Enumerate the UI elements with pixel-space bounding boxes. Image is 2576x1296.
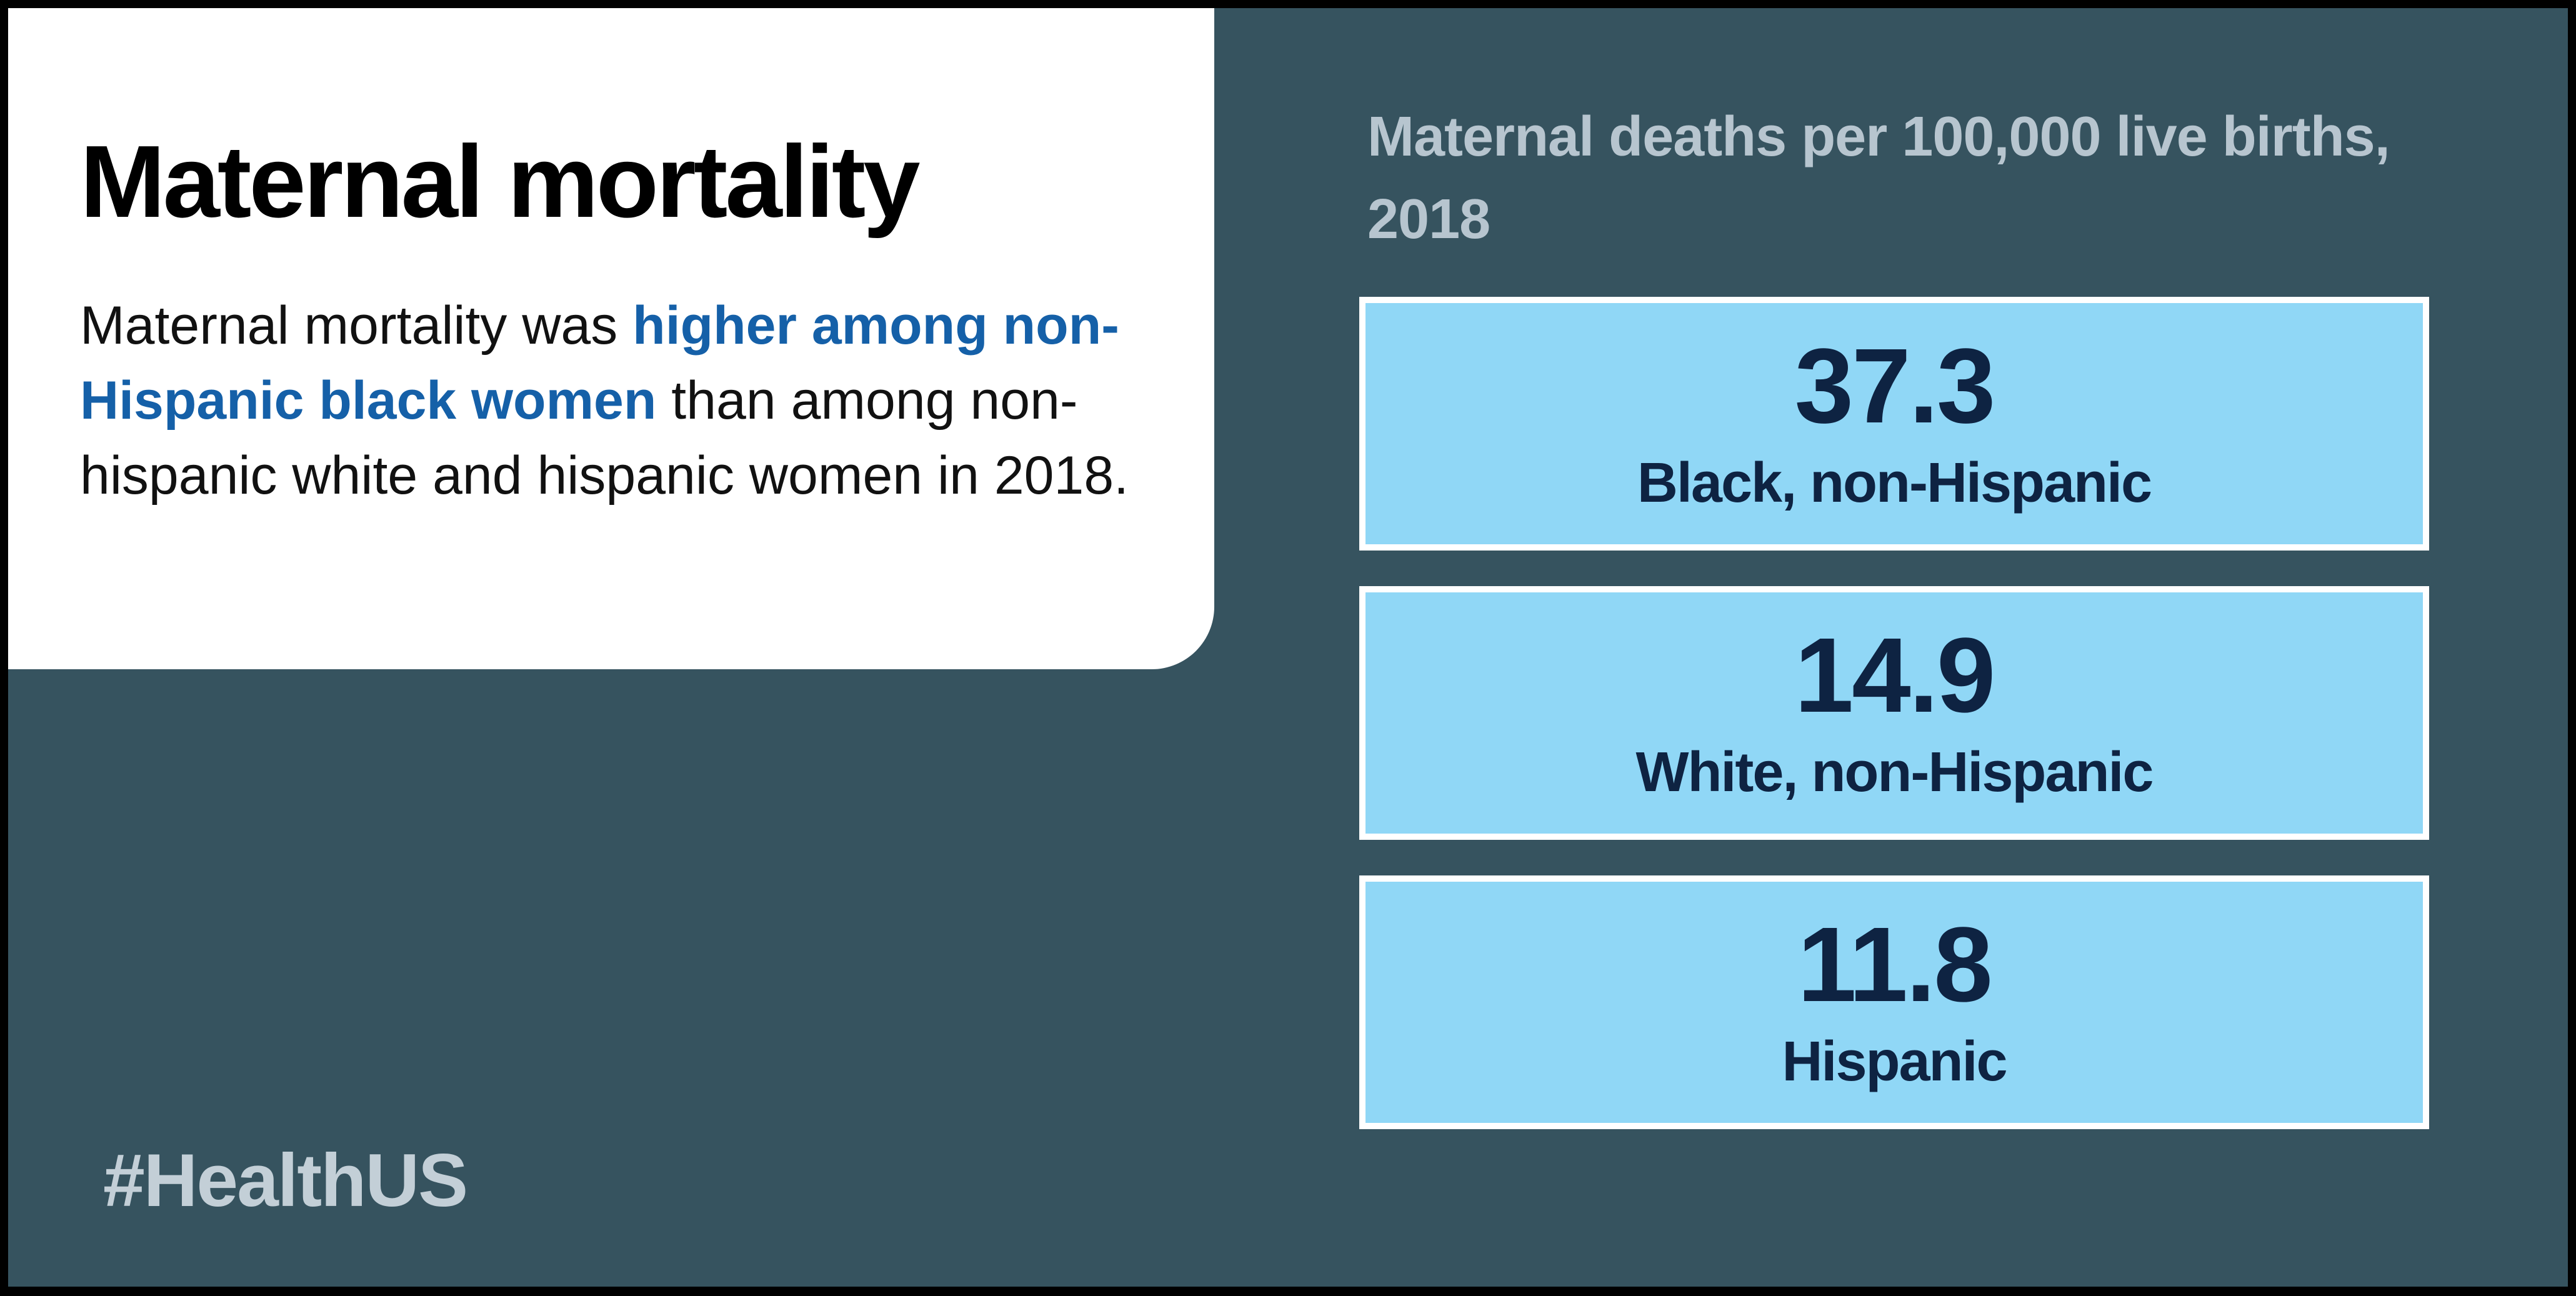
- stats-heading: Maternal deaths per 100,000 live births,…: [1367, 106, 2390, 251]
- stat-value: 11.8: [1797, 905, 1993, 1024]
- stat-box-white-non-hispanic: 14.9 White, non-Hispanic: [1359, 586, 2429, 840]
- intro-text-end: than among non-hispanic white and hispan…: [80, 371, 1129, 506]
- stat-label: White, non-Hispanic: [1635, 741, 2154, 804]
- intro-card: Maternal mortality Maternal mortality wa…: [8, 8, 1214, 669]
- intro-text-highlight: higher among non-Hispanic black women: [80, 296, 1119, 431]
- stat-box-black-non-hispanic: 37.3 Black, non-Hispanic: [1359, 297, 2429, 551]
- intro-text-start: Maternal mortality was: [80, 296, 633, 356]
- page-title: Maternal mortality: [80, 124, 921, 239]
- stat-value: 37.3: [1794, 327, 1996, 446]
- hashtag: #HealthUS: [103, 1139, 468, 1222]
- stat-label: Hispanic: [1782, 1030, 2007, 1093]
- stat-value: 14.9: [1794, 616, 1996, 735]
- stat-label: Black, non-Hispanic: [1637, 452, 2152, 514]
- infographic-frame: Maternal mortality Maternal mortality wa…: [8, 8, 2568, 1287]
- intro-text: Maternal mortality was higher among non-…: [80, 288, 1167, 513]
- stat-box-hispanic: 11.8 Hispanic: [1359, 875, 2429, 1129]
